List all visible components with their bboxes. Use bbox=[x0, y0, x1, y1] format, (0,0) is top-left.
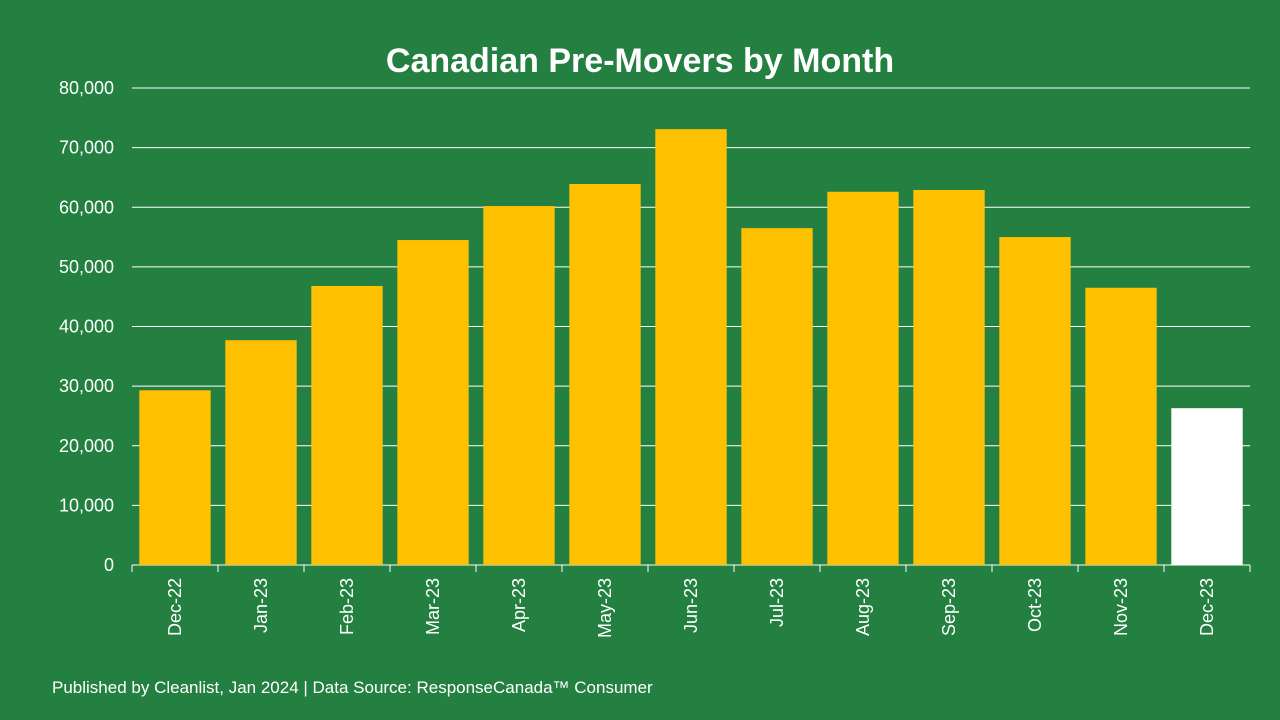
y-tick-label: 10,000 bbox=[59, 495, 114, 515]
x-tick-label: Oct-23 bbox=[1025, 578, 1045, 632]
bar-aug-23 bbox=[827, 191, 899, 565]
y-tick-label: 0 bbox=[104, 555, 114, 575]
x-tick-label: Jun-23 bbox=[681, 578, 701, 633]
bar-jun-23 bbox=[655, 129, 727, 566]
x-tick-label: Feb-23 bbox=[337, 578, 357, 635]
y-tick-label: 40,000 bbox=[59, 317, 114, 337]
y-tick-label: 50,000 bbox=[59, 257, 114, 277]
x-tick-label: Nov-23 bbox=[1111, 578, 1131, 636]
bar-jul-23 bbox=[741, 228, 813, 565]
y-tick-label: 80,000 bbox=[59, 78, 114, 98]
bar-jan-23 bbox=[225, 340, 297, 565]
footer-source: Published by Cleanlist, Jan 2024 | Data … bbox=[52, 678, 653, 697]
bar-feb-23 bbox=[311, 285, 383, 565]
bar-oct-23 bbox=[999, 237, 1071, 565]
x-tick-label: Dec-22 bbox=[165, 578, 185, 636]
y-tick-label: 70,000 bbox=[59, 138, 114, 158]
bar-mar-23 bbox=[397, 240, 469, 565]
x-tick-label: Dec-23 bbox=[1197, 578, 1217, 636]
x-tick-label: Aug-23 bbox=[853, 578, 873, 636]
y-tick-label: 60,000 bbox=[59, 197, 114, 217]
bar-sep-23 bbox=[913, 189, 985, 566]
x-tick-label: Apr-23 bbox=[509, 578, 529, 632]
bar-may-23 bbox=[569, 183, 641, 565]
x-tick-label: Mar-23 bbox=[423, 578, 443, 635]
chart-title: Canadian Pre-Movers by Month bbox=[385, 42, 895, 80]
x-tick-label: Sep-23 bbox=[939, 578, 959, 636]
bar-dec-22 bbox=[139, 390, 211, 565]
y-tick-label: 30,000 bbox=[59, 376, 114, 396]
bar-dec-23 bbox=[1171, 408, 1243, 565]
y-tick-label: 20,000 bbox=[59, 436, 114, 456]
x-tick-label: May-23 bbox=[595, 578, 615, 638]
bar-nov-23 bbox=[1085, 287, 1157, 565]
bar-apr-23 bbox=[483, 206, 555, 565]
x-tick-label: Jul-23 bbox=[767, 578, 787, 627]
x-tick-label: Jan-23 bbox=[251, 578, 271, 633]
